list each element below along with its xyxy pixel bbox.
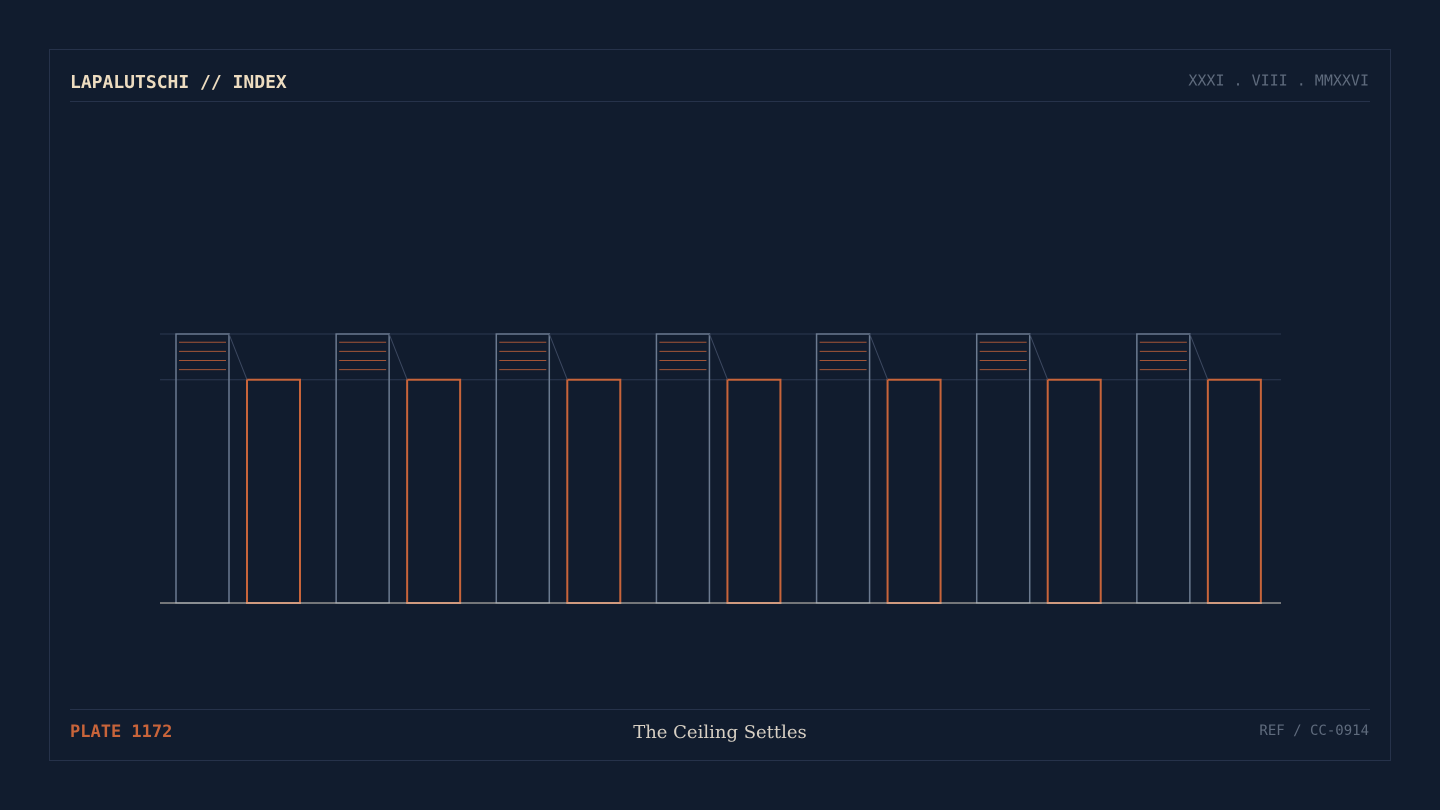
bar (335, 333, 390, 604)
connector (548, 333, 568, 380)
connector (228, 333, 248, 380)
connector (708, 333, 728, 380)
bar (886, 378, 942, 605)
bar (1206, 378, 1262, 605)
bar (1046, 378, 1102, 605)
bar (406, 378, 462, 605)
header-date: XXXI . VIII . MMXXVI (1188, 72, 1369, 90)
connector (869, 333, 889, 380)
bar (975, 333, 1031, 604)
bar (726, 378, 782, 605)
bar (1136, 333, 1191, 604)
bar (495, 333, 551, 604)
header-title: LAPALUTSCHI // INDEX (70, 72, 287, 93)
bar (655, 333, 711, 604)
connector (388, 333, 408, 380)
bar (175, 333, 230, 604)
bar (246, 378, 301, 605)
ref-label: REF / CC-0914 (1259, 723, 1369, 739)
bar (566, 378, 622, 605)
connector (1029, 333, 1049, 380)
frame (49, 49, 1391, 761)
bar (815, 333, 871, 604)
plate-label: PLATE 1172 (70, 722, 172, 742)
connector (1189, 333, 1209, 380)
caption: The Ceiling Settles (633, 722, 807, 743)
